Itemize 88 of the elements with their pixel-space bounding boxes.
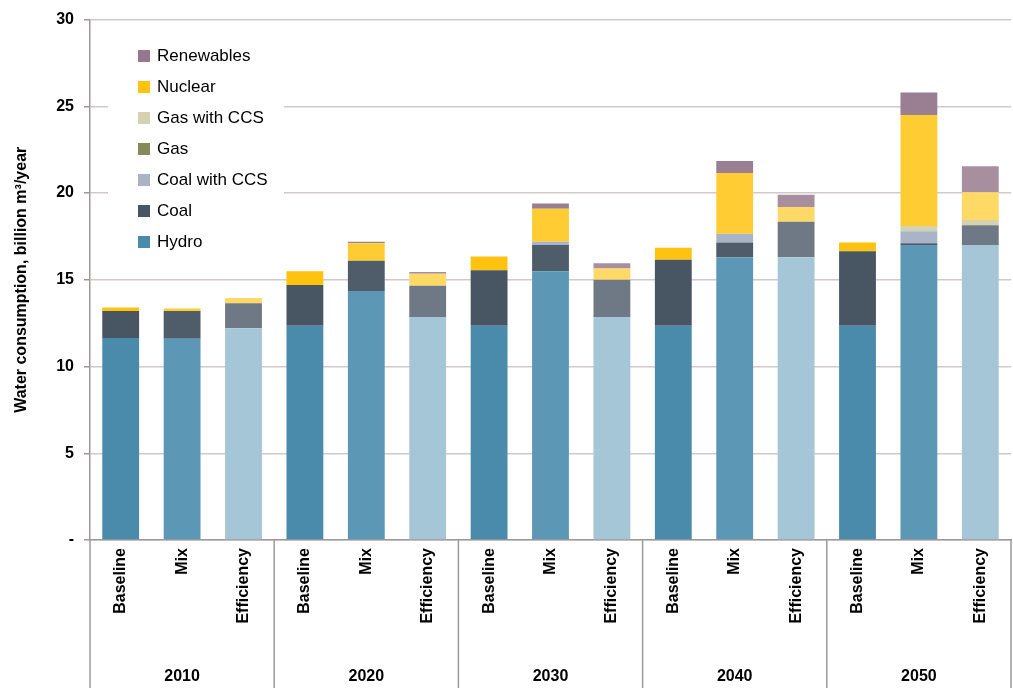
bar bbox=[532, 271, 569, 540]
bar bbox=[593, 317, 631, 540]
bar bbox=[163, 308, 201, 312]
bar bbox=[593, 279, 631, 318]
x-tick-label: Efficiency bbox=[786, 547, 804, 624]
x-tick-label: Efficiency bbox=[418, 547, 436, 624]
text: 2010 bbox=[164, 667, 200, 685]
x-tick-label: Baseline bbox=[663, 547, 681, 614]
legend-label: Gas bbox=[157, 138, 189, 159]
bar bbox=[286, 271, 324, 285]
x-tick-label: Mix bbox=[356, 547, 374, 575]
bar bbox=[470, 270, 508, 326]
bar bbox=[532, 245, 569, 272]
bar bbox=[961, 192, 999, 220]
bar bbox=[777, 194, 815, 207]
bar bbox=[347, 291, 385, 540]
y-tick-label: - bbox=[68, 530, 74, 548]
bar bbox=[409, 285, 447, 318]
bar bbox=[839, 242, 876, 252]
x-tick-label: Baseline bbox=[111, 547, 129, 614]
bar bbox=[716, 242, 754, 258]
bar bbox=[532, 208, 569, 242]
y-tick-label: 25 bbox=[56, 96, 75, 114]
y-axis-title: Water consumption, billion m³/year bbox=[12, 146, 30, 413]
text: 2020 bbox=[348, 667, 385, 685]
x-tick-label: Mix bbox=[172, 547, 190, 575]
bar bbox=[839, 325, 876, 540]
legend-label: Coal with CCS bbox=[157, 169, 268, 190]
bar bbox=[593, 268, 631, 280]
bar bbox=[532, 203, 569, 209]
y-tick-label: 30 bbox=[56, 10, 75, 28]
bar bbox=[102, 337, 140, 540]
bar bbox=[163, 338, 201, 540]
bar bbox=[654, 325, 692, 540]
y-tick-label: 20 bbox=[56, 183, 75, 201]
bar bbox=[900, 226, 938, 232]
x-tick-label: Baseline bbox=[479, 547, 497, 614]
bar bbox=[409, 317, 447, 540]
bar bbox=[900, 115, 938, 227]
bar bbox=[961, 219, 999, 226]
bar bbox=[716, 257, 754, 540]
y-tick-label: 15 bbox=[56, 270, 75, 288]
x-tick-label: Efficiency bbox=[602, 547, 620, 624]
bar bbox=[961, 245, 999, 540]
bar bbox=[777, 257, 815, 540]
bar bbox=[961, 166, 999, 193]
bar bbox=[654, 259, 692, 326]
bar bbox=[593, 263, 631, 269]
bar bbox=[347, 260, 385, 292]
bar bbox=[839, 251, 876, 326]
bar bbox=[900, 92, 938, 116]
x-tick-label: Efficiency bbox=[233, 547, 251, 624]
bar bbox=[900, 245, 938, 540]
bar bbox=[225, 303, 262, 329]
bar bbox=[163, 311, 201, 339]
text: 2050 bbox=[901, 667, 937, 685]
text: 2040 bbox=[716, 667, 753, 685]
bar bbox=[286, 285, 324, 326]
x-tick-label: Mix bbox=[540, 547, 558, 575]
bar bbox=[286, 325, 324, 540]
bar bbox=[777, 206, 815, 222]
bar bbox=[961, 225, 999, 246]
bar bbox=[716, 160, 754, 174]
x-tick-label: Baseline bbox=[847, 547, 865, 614]
bar bbox=[900, 231, 938, 244]
x-tick-label: Mix bbox=[909, 547, 927, 575]
x-tick-label: Baseline bbox=[295, 547, 313, 614]
bar bbox=[225, 328, 262, 540]
legend-label: Coal bbox=[157, 200, 192, 221]
bar bbox=[654, 247, 692, 260]
bar bbox=[470, 256, 508, 271]
bar bbox=[777, 221, 815, 258]
bar bbox=[470, 325, 508, 540]
y-tick-label: 10 bbox=[56, 356, 75, 374]
legend-label: Nuclear bbox=[157, 76, 216, 97]
text: 2030 bbox=[532, 667, 569, 685]
bar bbox=[225, 298, 262, 304]
legend-label: Renewables bbox=[157, 45, 251, 66]
x-tick-label: Efficiency bbox=[970, 547, 988, 624]
bar bbox=[347, 243, 385, 261]
bar bbox=[716, 173, 754, 234]
bar bbox=[409, 273, 447, 286]
legend-label: Hydro bbox=[157, 231, 203, 252]
bar bbox=[716, 233, 754, 243]
bar bbox=[102, 311, 140, 338]
x-tick-label: Mix bbox=[725, 547, 743, 575]
y-tick-label: 5 bbox=[65, 443, 75, 461]
legend-label: Gas with CCS bbox=[157, 107, 264, 128]
